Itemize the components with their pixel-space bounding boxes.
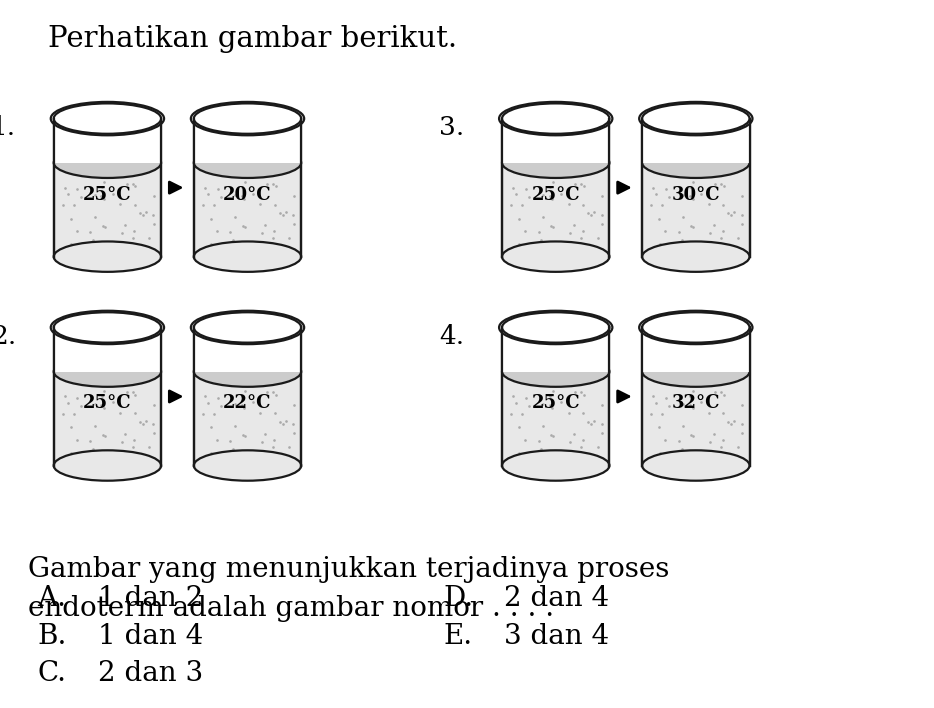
Text: 32°C: 32°C <box>672 394 720 412</box>
Text: 22°C: 22°C <box>223 394 272 412</box>
Text: 25°C: 25°C <box>83 185 132 203</box>
Text: A.: A. <box>37 586 66 612</box>
Ellipse shape <box>502 450 610 481</box>
Polygon shape <box>194 163 302 257</box>
Ellipse shape <box>502 312 610 343</box>
Ellipse shape <box>194 312 302 343</box>
Ellipse shape <box>194 450 302 481</box>
Text: Perhatikan gambar berikut.: Perhatikan gambar berikut. <box>48 25 457 53</box>
Ellipse shape <box>502 103 610 134</box>
Ellipse shape <box>643 103 750 134</box>
Polygon shape <box>54 372 162 466</box>
Ellipse shape <box>643 312 750 343</box>
Ellipse shape <box>502 241 610 272</box>
Polygon shape <box>54 163 162 257</box>
Text: 2 dan 4: 2 dan 4 <box>504 586 610 612</box>
Text: 4.: 4. <box>440 324 465 349</box>
Polygon shape <box>643 163 749 257</box>
Polygon shape <box>194 372 302 466</box>
Ellipse shape <box>194 241 302 272</box>
Text: 2.: 2. <box>0 324 17 349</box>
Ellipse shape <box>54 356 162 387</box>
Text: C.: C. <box>37 660 66 687</box>
Polygon shape <box>502 119 609 163</box>
Ellipse shape <box>54 312 162 343</box>
Text: 25°C: 25°C <box>531 394 580 412</box>
Text: 1.: 1. <box>0 115 17 140</box>
Ellipse shape <box>194 356 302 387</box>
Text: 1 dan 2: 1 dan 2 <box>98 586 204 612</box>
Text: Gambar yang menunjukkan terjadinya proses
endoterm adalah gambar nomor . . . .: Gambar yang menunjukkan terjadinya prose… <box>28 556 670 622</box>
Polygon shape <box>502 327 609 372</box>
Text: 3 dan 4: 3 dan 4 <box>504 623 610 650</box>
Ellipse shape <box>54 450 162 481</box>
Polygon shape <box>643 119 749 163</box>
Ellipse shape <box>194 103 302 134</box>
Ellipse shape <box>54 241 162 272</box>
Text: 1 dan 4: 1 dan 4 <box>98 623 204 650</box>
Text: B.: B. <box>37 623 66 650</box>
Text: 3.: 3. <box>439 115 465 140</box>
Ellipse shape <box>54 103 162 134</box>
Text: 30°C: 30°C <box>672 185 720 203</box>
Polygon shape <box>502 163 609 257</box>
Text: 20°C: 20°C <box>223 185 272 203</box>
Ellipse shape <box>643 356 750 387</box>
Text: 25°C: 25°C <box>83 394 132 412</box>
Text: 2 dan 3: 2 dan 3 <box>98 660 204 687</box>
Ellipse shape <box>643 147 750 178</box>
Polygon shape <box>502 372 609 466</box>
Ellipse shape <box>54 147 162 178</box>
Polygon shape <box>54 119 162 163</box>
Polygon shape <box>194 119 302 163</box>
Ellipse shape <box>643 241 750 272</box>
Ellipse shape <box>502 147 610 178</box>
Polygon shape <box>54 327 162 372</box>
Polygon shape <box>643 327 749 372</box>
Text: 25°C: 25°C <box>531 185 580 203</box>
Ellipse shape <box>643 450 750 481</box>
Text: E.: E. <box>444 623 473 650</box>
Polygon shape <box>194 327 302 372</box>
Text: D.: D. <box>444 586 474 612</box>
Polygon shape <box>643 372 749 466</box>
Ellipse shape <box>194 147 302 178</box>
Ellipse shape <box>502 356 610 387</box>
